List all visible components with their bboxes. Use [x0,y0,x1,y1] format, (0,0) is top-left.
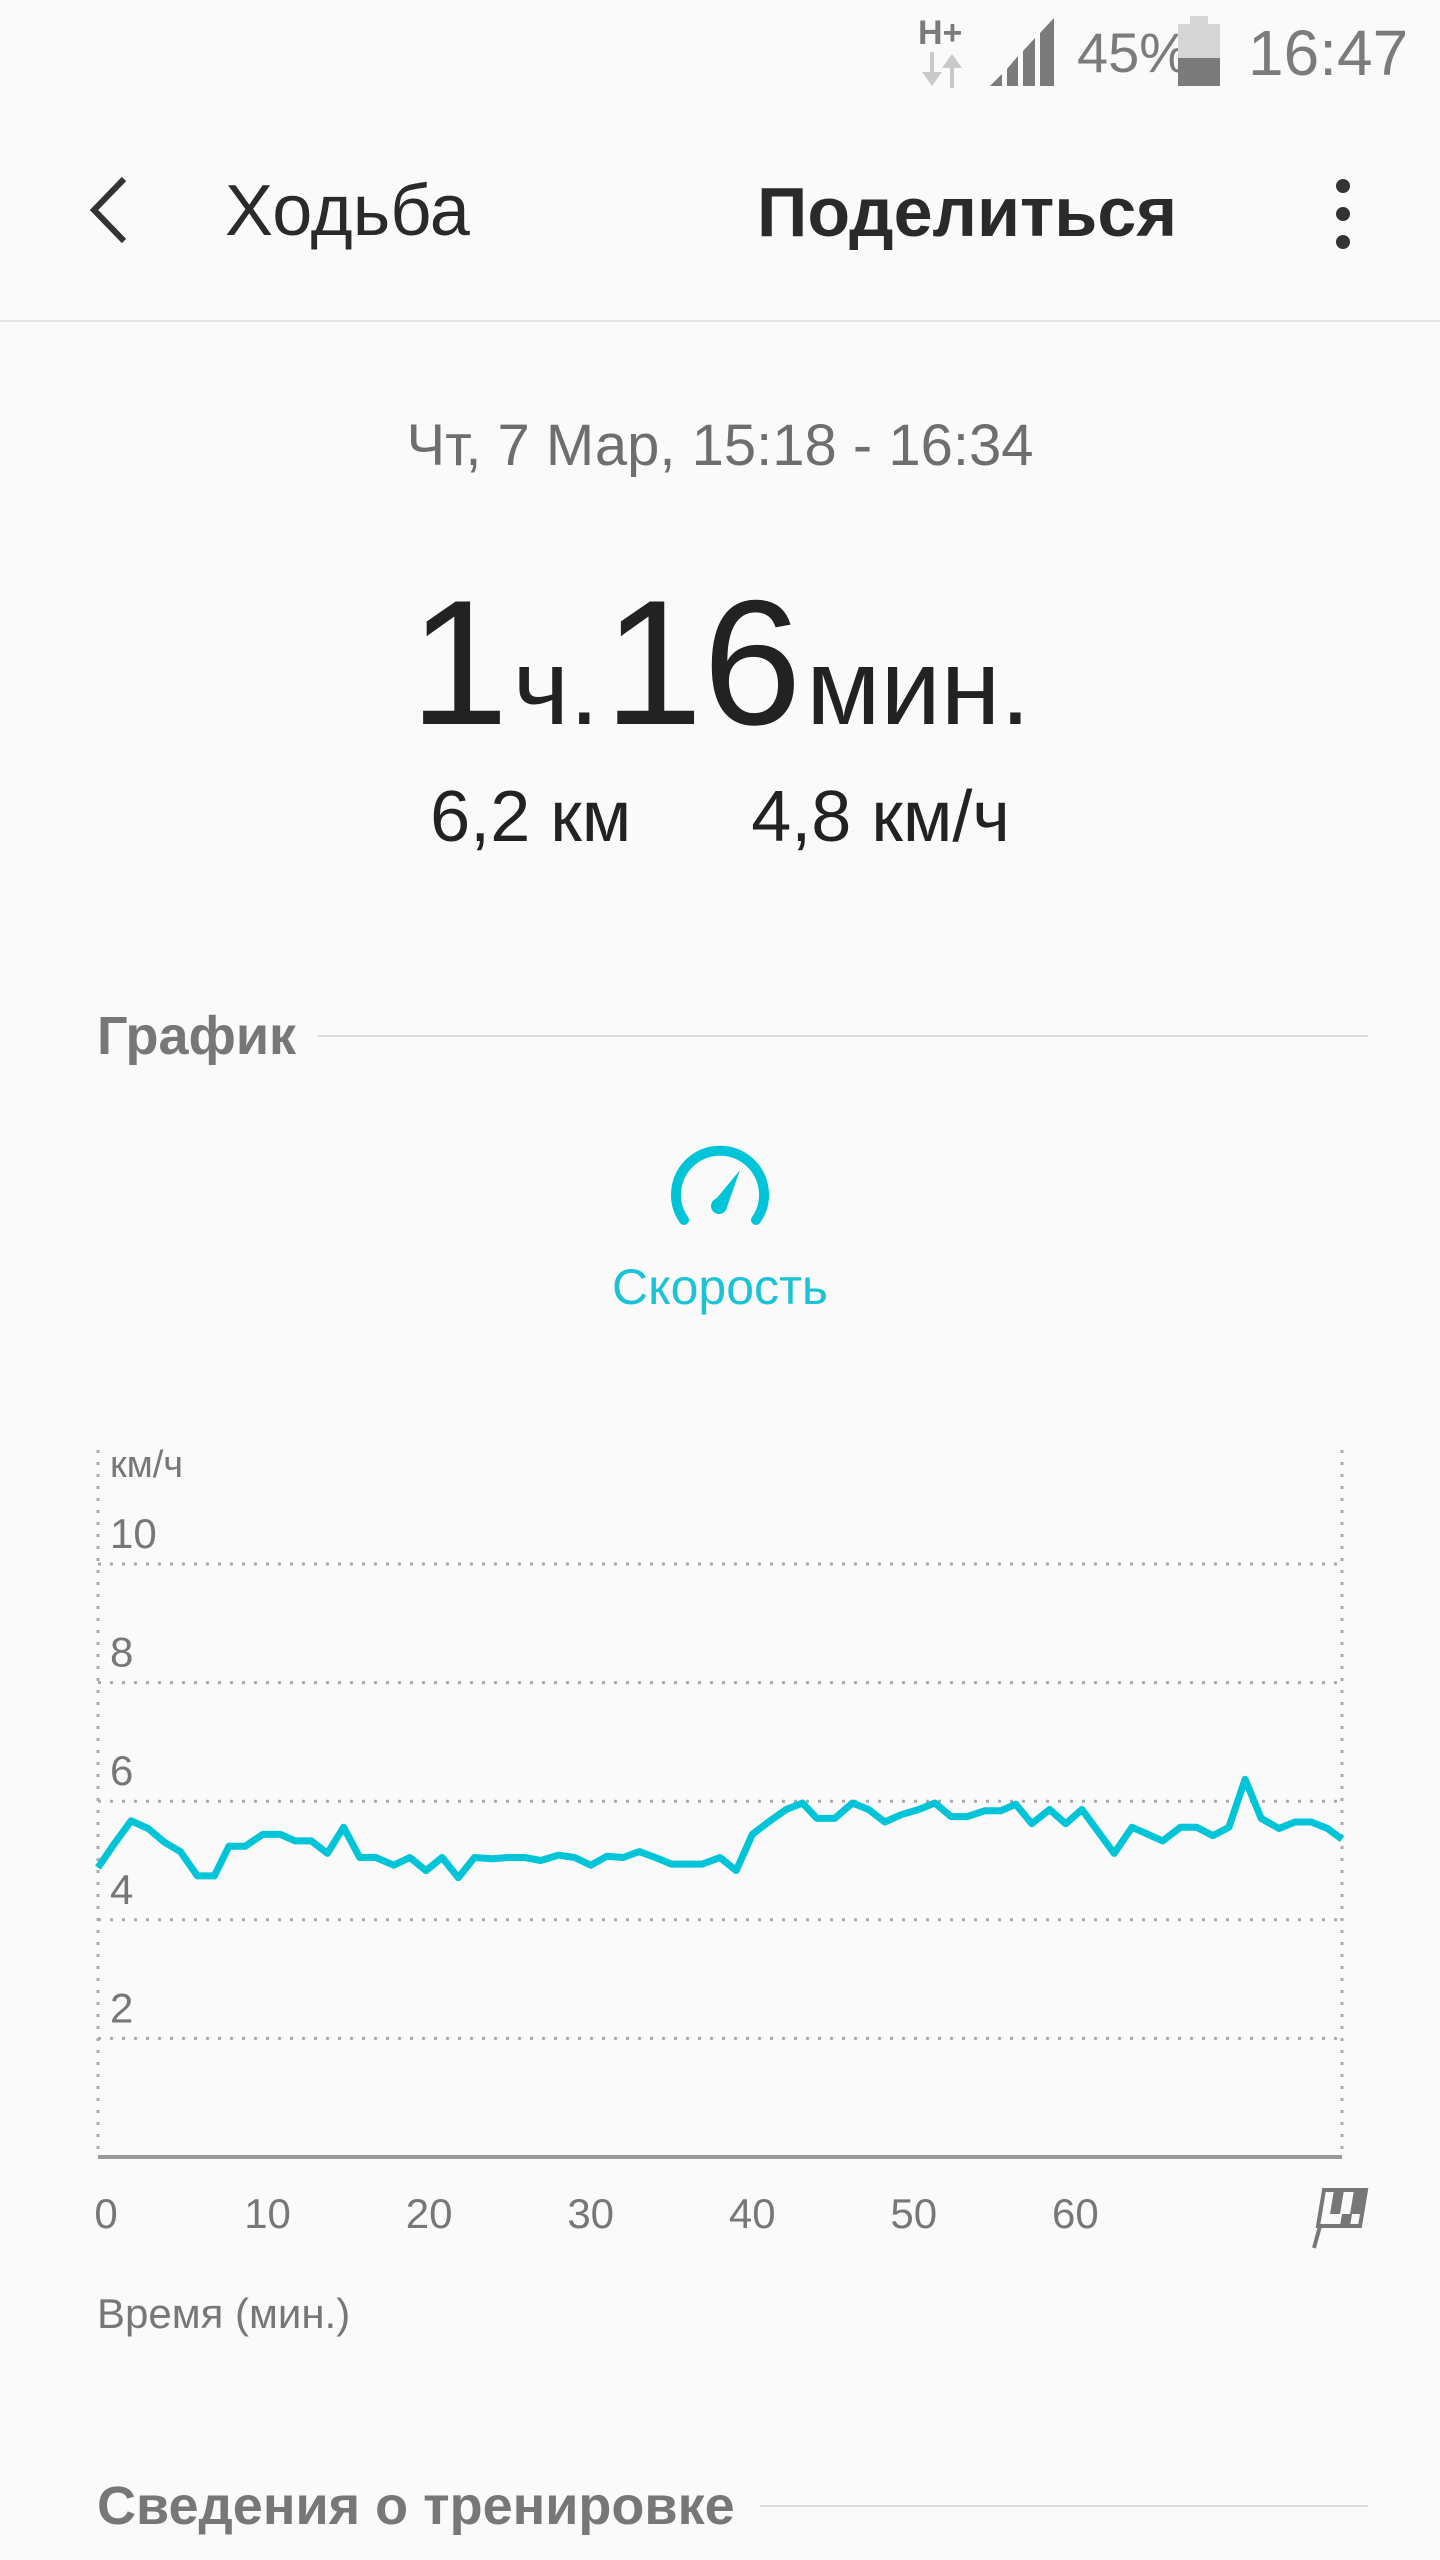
x-axis-label: Время (мин.) [97,2290,350,2337]
divider [760,2505,1368,2507]
x-tick-label: 30 [567,2190,614,2237]
more-options-icon[interactable] [1330,176,1356,252]
y-tick-label: 2 [110,1984,133,2031]
duration-hours-unit: ч. [513,626,600,747]
battery-icon [1178,16,1220,86]
duration-minutes-unit: мин. [806,626,1031,747]
data-transfer-icon [922,52,962,88]
y-tick-label: 8 [110,1629,133,1676]
graph-section-title: График [97,1006,297,1066]
network-type: H+ [918,14,963,52]
speed-chart: км/ч 2 4 6 8 10 0 10 20 30 40 50 60 Время (мин.) [94,1444,1369,2337]
distance-value: 6,2 км [430,777,632,857]
x-tick-label: 60 [1052,2190,1099,2237]
workout-details-title: Сведения о тренировке [97,2476,735,2536]
speedometer-icon[interactable] [670,1140,770,1228]
y-tick-label: 6 [110,1747,133,1794]
app-header: Ходьба Поделиться [0,110,1440,322]
finish-flag-icon [1312,2188,1369,2249]
duration-minutes: 16 [603,563,802,762]
signal-icon [990,18,1054,86]
workout-duration: 1 ч. 16 мин. [0,560,1440,765]
y-tick-label: 4 [110,1866,133,1913]
workout-metrics: 6,2 км 4,8 км/ч [0,776,1440,858]
x-tick-label: 0 [94,2190,117,2237]
share-button[interactable]: Поделиться [757,173,1178,251]
duration-hours: 1 [409,563,509,762]
y-axis-label: км/ч [110,1444,183,1486]
divider [318,1035,1368,1037]
x-tick-label: 40 [729,2190,776,2237]
speed-metric-tab[interactable]: Скорость [612,1259,828,1315]
workout-date-range: Чт, 7 Мар, 15:18 - 16:34 [406,413,1034,478]
x-tick-label: 10 [244,2190,291,2237]
y-tick-label: 10 [110,1510,157,1557]
status-bar: H+ 45% 16:47 [0,0,1440,110]
clock: 16:47 [1248,17,1409,89]
back-button[interactable] [86,175,136,245]
battery-percent: 45% [1077,21,1190,84]
page-title: Ходьба [225,171,470,251]
speed-series-line [95,1775,1345,1882]
x-tick-label: 50 [890,2190,937,2237]
avg-speed-value: 4,8 км/ч [751,777,1010,857]
x-tick-label: 20 [406,2190,453,2237]
